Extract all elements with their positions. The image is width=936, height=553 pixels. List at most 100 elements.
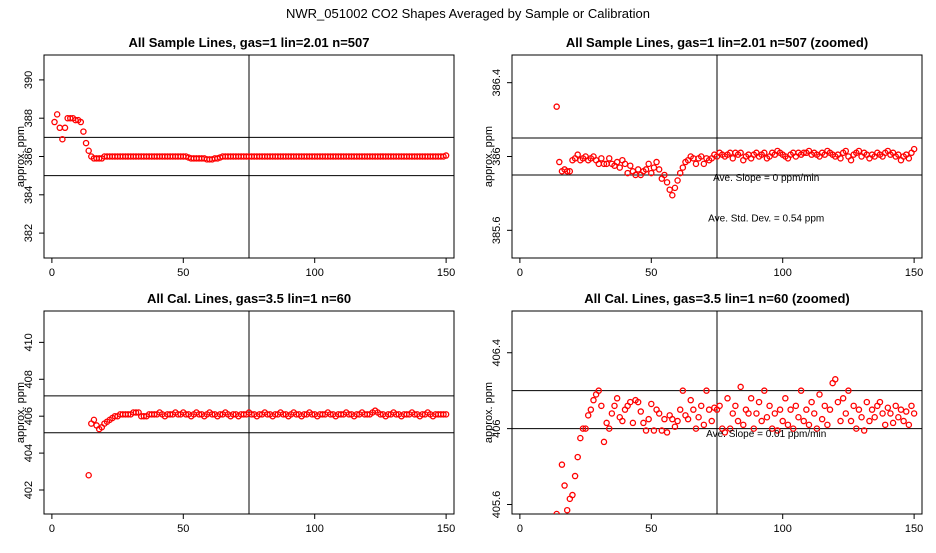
x-tick-label: 100 — [306, 267, 324, 279]
data-point — [642, 427, 650, 434]
data-point — [72, 116, 79, 124]
data-point — [745, 410, 752, 417]
data-point — [692, 425, 700, 432]
data-point — [442, 152, 450, 159]
y-tick-label: 386.4 — [491, 69, 503, 97]
data-point — [608, 410, 616, 417]
data-point — [571, 472, 579, 480]
data-point — [650, 427, 658, 434]
data-point — [879, 410, 886, 417]
data-point — [787, 406, 794, 413]
data-point — [897, 406, 905, 413]
data-point — [679, 387, 687, 394]
data-point — [669, 415, 676, 423]
data-point — [855, 406, 863, 413]
data-point — [908, 402, 915, 410]
data-point — [645, 160, 652, 168]
data-point — [674, 417, 681, 425]
x-tick-label: 100 — [774, 267, 792, 279]
data-point — [697, 402, 705, 410]
data-point — [669, 192, 676, 199]
data-point — [605, 425, 613, 432]
data-point — [634, 398, 642, 406]
data-point — [566, 168, 574, 175]
data-point — [889, 419, 897, 427]
data-point — [881, 421, 889, 429]
x-tick-label: 0 — [517, 523, 523, 535]
data-point — [574, 453, 581, 461]
chart-title: All Cal. Lines, gas=3.5 lin=1 n=60 — [147, 291, 351, 306]
data-point — [792, 402, 800, 410]
data-point — [613, 395, 621, 402]
annotation-text: Ave. Slope = 0 ppm/min — [713, 173, 819, 184]
data-point — [795, 413, 802, 421]
data-point — [700, 160, 708, 168]
data-point — [776, 406, 784, 413]
data-point — [716, 402, 723, 410]
data-point — [53, 111, 61, 118]
data-point — [132, 409, 140, 416]
data-point — [605, 155, 613, 162]
y-axis-label: approx. ppm — [15, 126, 27, 187]
data-point — [674, 177, 681, 184]
data-point — [858, 413, 865, 421]
data-point — [805, 421, 813, 429]
data-point — [561, 482, 568, 489]
data-point — [832, 376, 839, 383]
data-point — [95, 155, 103, 162]
data-point — [708, 417, 715, 425]
data-point — [910, 410, 918, 417]
data-point — [627, 162, 634, 169]
y-tick-label: 406.4 — [491, 339, 503, 367]
data-point — [558, 461, 566, 468]
data-point — [553, 103, 560, 110]
data-point — [818, 415, 826, 423]
data-point — [629, 419, 637, 427]
data-point — [887, 410, 894, 417]
data-point — [671, 423, 679, 430]
y-tick-label: 406 — [491, 419, 503, 437]
data-point — [853, 425, 860, 432]
data-point — [85, 147, 92, 155]
data-point — [627, 398, 634, 406]
data-point — [808, 398, 815, 406]
y-tick-label: 405.6 — [491, 491, 503, 519]
data-point — [902, 408, 910, 415]
data-point — [653, 158, 660, 166]
data-points — [553, 103, 918, 199]
x-tick-label: 100 — [774, 523, 792, 535]
data-point — [753, 410, 760, 417]
data-point — [590, 396, 597, 404]
data-point — [582, 425, 589, 432]
data-point — [768, 425, 776, 432]
data-point — [634, 166, 642, 173]
data-point — [59, 136, 66, 143]
data-point — [648, 400, 655, 408]
data-point — [824, 421, 831, 429]
data-point — [442, 411, 450, 418]
data-point — [569, 491, 576, 499]
data-point — [700, 421, 708, 429]
data-point — [860, 427, 868, 434]
data-point — [692, 160, 700, 168]
data-point — [732, 402, 739, 410]
data-point — [892, 402, 899, 410]
data-point — [598, 402, 605, 410]
data-point — [80, 128, 87, 135]
data-point — [876, 398, 884, 406]
data-point — [734, 417, 742, 425]
data-point — [640, 419, 647, 427]
data-point — [729, 155, 737, 162]
y-tick-label: 404 — [23, 444, 35, 462]
data-point — [782, 395, 789, 402]
data-point — [679, 164, 687, 171]
chart-panel-cal-lines-zoomed: All Cal. Lines, gas=3.5 lin=1 n=60 (zoom… — [468, 283, 936, 553]
data-point — [737, 383, 744, 391]
y-tick-label: 382 — [23, 224, 35, 242]
data-point — [905, 421, 913, 429]
data-point — [847, 417, 855, 425]
x-tick-label: 0 — [49, 523, 55, 535]
annotation-text: Ave. Std. Dev. = 0.54 ppm — [708, 213, 824, 224]
data-point — [905, 155, 913, 162]
y-tick-label: 384 — [23, 186, 35, 204]
